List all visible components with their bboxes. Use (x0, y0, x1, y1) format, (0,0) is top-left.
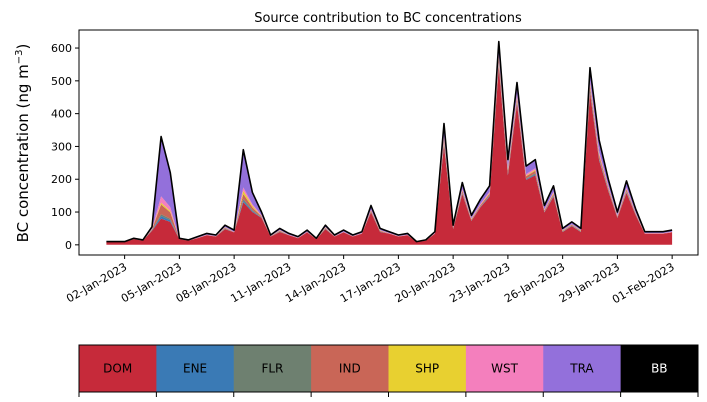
y-tick-label: 100 (51, 206, 72, 219)
legend-label: BB (651, 362, 667, 376)
area-layers (106, 40, 673, 245)
total-line (106, 40, 673, 243)
x-tick-label: 08-Jan-2023 (174, 260, 239, 305)
y-tick-label: 300 (51, 140, 72, 153)
y-axis-label-text: BC concentration (ng m (14, 64, 32, 242)
legend-swatch-shp (388, 345, 467, 392)
y-tick-label: 200 (51, 173, 72, 186)
y-tick-label: 600 (51, 42, 72, 55)
y-tick-label: 400 (51, 108, 72, 121)
legend-swatch-tra (543, 345, 622, 392)
legend-swatch-ene (156, 345, 235, 392)
legend-swatch-bb (620, 345, 699, 392)
x-tick-label: 26-Jan-2023 (502, 260, 567, 305)
y-axis-label-exponent: −3 (14, 49, 25, 64)
source-legend-colorbar: DOM ENE FLR IND SHP WST TRA BB (78, 344, 699, 397)
y-tick-label: 500 (51, 75, 72, 88)
area-dom (106, 66, 673, 245)
legend-swatch-flr (233, 345, 312, 392)
legend-swatch-wst (465, 345, 544, 392)
x-tick-label: 14-Jan-2023 (283, 260, 348, 305)
legend-label: WST (491, 362, 518, 376)
x-tick-label: 05-Jan-2023 (119, 260, 184, 305)
x-axis-ticks: 02-Jan-202305-Jan-202308-Jan-202311-Jan-… (64, 255, 677, 306)
x-tick-label: 23-Jan-2023 (447, 260, 512, 305)
y-axis-label: BC concentration (ng m−3) (14, 44, 32, 243)
y-tick-label: 0 (65, 239, 72, 252)
x-tick-label: 20-Jan-2023 (393, 260, 458, 305)
legend-label: IND (339, 362, 361, 376)
plot-frame (78, 29, 699, 256)
x-tick-label: 17-Jan-2023 (338, 260, 403, 305)
legend-swatch-ind (311, 345, 389, 392)
area-tra (106, 41, 673, 242)
x-tick-label: 02-Jan-2023 (64, 260, 129, 305)
x-tick-label: 01-Feb-2023 (610, 260, 677, 306)
chart-title: Source contribution to BC concentrations (254, 11, 522, 26)
legend-label: TRA (569, 362, 594, 376)
x-tick-label: 11-Jan-2023 (228, 260, 293, 305)
legend-label: ENE (183, 362, 207, 376)
y-axis-ticks: 0 100 200 300 400 500 600 (51, 42, 79, 252)
legend-label: DOM (103, 362, 132, 376)
legend-label: SHP (415, 362, 439, 376)
legend-swatch-dom (79, 345, 157, 392)
legend-label: FLR (261, 362, 283, 376)
y-axis-label-close: ) (14, 44, 32, 50)
